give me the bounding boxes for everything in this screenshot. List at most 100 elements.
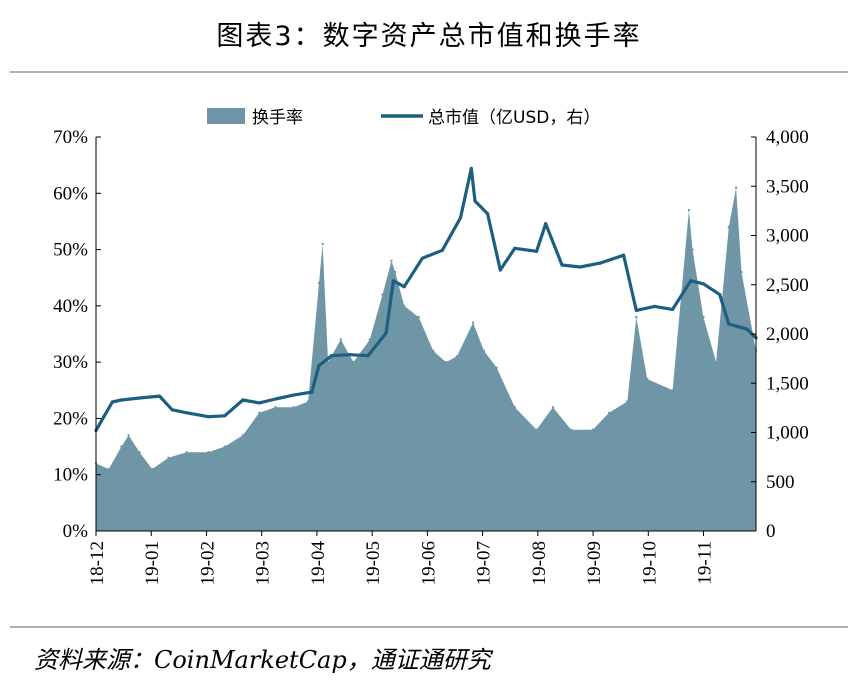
legend-swatch-turnover bbox=[207, 108, 245, 124]
turnover-point bbox=[207, 451, 210, 454]
turnover-point bbox=[317, 282, 321, 285]
right-tick-label: 1,000 bbox=[766, 423, 809, 444]
market-cap-point bbox=[101, 416, 105, 420]
market-cap-point bbox=[310, 390, 314, 394]
market-cap-point bbox=[473, 199, 477, 203]
market-cap-point bbox=[119, 398, 123, 402]
market-cap-point bbox=[366, 354, 370, 358]
right-tick-label: 1,500 bbox=[766, 373, 809, 394]
right-tick-label: 4,000 bbox=[766, 127, 809, 148]
market-cap-point bbox=[745, 327, 749, 331]
turnover-point bbox=[691, 248, 694, 251]
market-cap-point bbox=[598, 261, 602, 265]
market-cap-point bbox=[701, 282, 706, 286]
turnover-point bbox=[432, 349, 435, 353]
market-cap-point bbox=[622, 253, 626, 257]
market-cap-point bbox=[241, 398, 245, 402]
x-tick-label: 19-06 bbox=[418, 541, 439, 585]
left-tick-label: 50% bbox=[53, 240, 88, 261]
market-cap-point bbox=[257, 401, 261, 405]
turnover-area bbox=[96, 187, 756, 531]
turnover-point bbox=[223, 445, 226, 448]
market-cap-point bbox=[652, 304, 657, 308]
turnover-point bbox=[120, 445, 123, 448]
turnover-point bbox=[734, 186, 738, 189]
x-tick-label: 19-05 bbox=[363, 541, 384, 585]
axes: 0% 10% 20% 30% 40% 50% 60% 70% 0 500 1,000 1,500 2,0… bbox=[53, 127, 809, 585]
turnover-point bbox=[381, 293, 384, 296]
x-tick-label: 19-11 bbox=[695, 541, 716, 585]
plot-area bbox=[94, 166, 758, 531]
legend: 换手率 总市值（亿USD，右） bbox=[207, 108, 600, 128]
x-tick-label: 19-09 bbox=[584, 541, 605, 585]
turnover-point bbox=[626, 400, 629, 403]
market-cap-point bbox=[689, 279, 693, 283]
left-tick-label: 40% bbox=[53, 296, 88, 317]
x-tick-label: 19-02 bbox=[198, 541, 219, 585]
turnover-point bbox=[569, 428, 573, 431]
market-cap-point bbox=[535, 249, 539, 253]
market-cap-point bbox=[440, 248, 444, 252]
market-cap-point bbox=[420, 256, 424, 260]
market-cap-point bbox=[578, 265, 582, 269]
left-tick-label: 20% bbox=[53, 408, 88, 429]
figure-title: 图表3：数字资产总市值和换手率 bbox=[216, 21, 642, 52]
turnover-point bbox=[138, 451, 141, 454]
x-tick-label: 19-04 bbox=[308, 541, 329, 586]
legend-label-market-cap: 总市值（亿USD，右） bbox=[428, 108, 600, 128]
market-cap-point bbox=[402, 285, 406, 289]
turnover-point bbox=[671, 389, 674, 392]
turnover-point bbox=[635, 315, 638, 319]
turnover-point bbox=[368, 338, 371, 341]
turnover-point bbox=[740, 270, 743, 274]
turnover-point bbox=[352, 360, 355, 364]
turnover-point bbox=[471, 321, 475, 324]
market-cap-point bbox=[391, 279, 395, 283]
market-cap-point bbox=[170, 408, 174, 412]
left-tick-label: 0% bbox=[63, 521, 89, 542]
turnover-point bbox=[306, 400, 310, 403]
market-cap-point bbox=[634, 308, 638, 312]
market-cap-point bbox=[718, 293, 722, 297]
market-cap-point bbox=[137, 396, 142, 400]
x-tick-label: 19-07 bbox=[474, 541, 495, 585]
turnover-point bbox=[535, 428, 538, 431]
market-cap-point bbox=[544, 222, 548, 226]
turnover-point bbox=[167, 456, 170, 459]
turnover-point bbox=[258, 411, 261, 414]
market-cap-point bbox=[384, 331, 388, 335]
turnover-point bbox=[403, 304, 406, 308]
turnover-point bbox=[185, 451, 188, 454]
turnover-point bbox=[714, 360, 718, 364]
market-cap-point bbox=[513, 246, 517, 250]
market-cap-point bbox=[317, 363, 321, 368]
turnover-point bbox=[591, 428, 594, 431]
turnover-point bbox=[646, 377, 649, 381]
x-tick-label: 19-01 bbox=[142, 541, 163, 585]
market-cap-point bbox=[292, 393, 296, 397]
turnover-point bbox=[444, 360, 448, 364]
turnover-point bbox=[292, 406, 295, 409]
market-cap-point bbox=[469, 166, 473, 171]
market-cap-point bbox=[498, 268, 502, 272]
left-tick-label: 30% bbox=[53, 352, 88, 373]
turnover-point bbox=[151, 467, 154, 471]
source-note: 资料来源：CoinMarketCap，通证通研究 bbox=[34, 646, 491, 674]
turnover-point bbox=[607, 411, 611, 414]
turnover-point bbox=[274, 406, 277, 409]
turnover-point bbox=[551, 406, 555, 409]
turnover-point bbox=[417, 315, 420, 319]
x-tick-label: 18-12 bbox=[87, 541, 108, 585]
market-cap-point bbox=[206, 415, 210, 419]
right-tick-label: 2,500 bbox=[766, 275, 809, 296]
market-cap-point bbox=[348, 353, 352, 357]
turnover-point bbox=[339, 338, 342, 341]
turnover-point bbox=[390, 259, 393, 262]
turnover-point bbox=[495, 366, 498, 369]
left-tick-label: 70% bbox=[53, 127, 88, 148]
legend-label-turnover: 换手率 bbox=[252, 108, 303, 128]
turnover-point bbox=[702, 315, 705, 319]
left-tick-label: 60% bbox=[53, 183, 88, 204]
x-tick-label: 19-10 bbox=[639, 541, 660, 585]
